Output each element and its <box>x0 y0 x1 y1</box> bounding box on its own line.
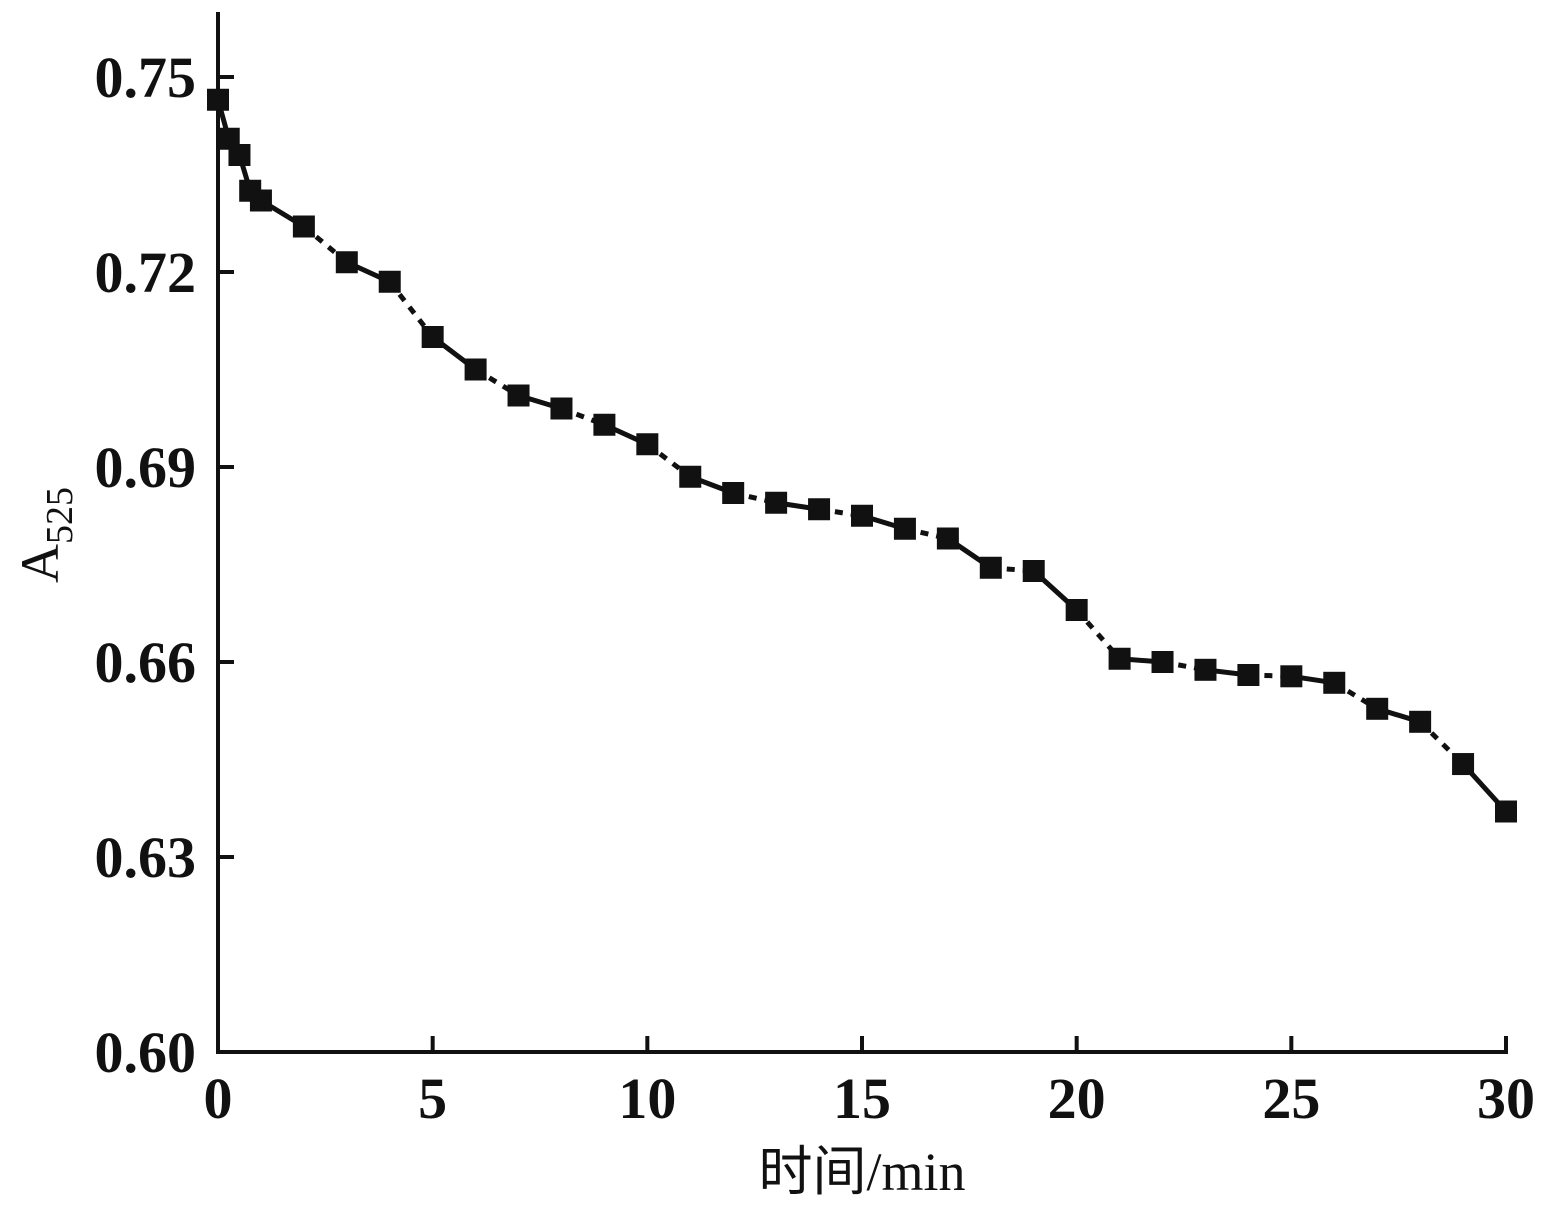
y-tick-label: 0.63 <box>95 825 197 890</box>
data-point <box>636 433 659 456</box>
data-point <box>1022 560 1045 582</box>
data-point <box>1409 710 1432 733</box>
data-point <box>550 397 573 420</box>
data-point <box>228 144 251 166</box>
data-point <box>1194 658 1217 681</box>
y-tick-label: 0.72 <box>95 240 197 305</box>
data-point <box>1237 664 1260 686</box>
y-axis-title: A525 <box>10 487 81 583</box>
data-point <box>464 358 487 381</box>
y-axis-title-main: A <box>10 544 70 583</box>
data-point <box>1280 665 1303 688</box>
y-ticks: 0.60 0.63 0.66 0.69 0.72 0.75 <box>95 45 234 1085</box>
y-tick-label: 0.66 <box>95 630 197 695</box>
data-point <box>1151 651 1174 673</box>
data-point <box>1065 599 1088 621</box>
data-point <box>808 498 831 521</box>
data-point <box>851 504 873 527</box>
x-tick-label: 25 <box>1262 1066 1320 1131</box>
axes <box>216 12 1508 1054</box>
series-line-group <box>215 99 1508 814</box>
x-tick-label: 30 <box>1477 1066 1535 1131</box>
data-point <box>979 556 1002 579</box>
data-point <box>249 189 272 212</box>
x-ticks: 0 5 10 15 20 25 30 <box>204 1036 1535 1131</box>
x-tick-label: 20 <box>1048 1066 1106 1131</box>
data-point <box>1366 697 1389 720</box>
y-axis-title-subscript: 525 <box>39 487 81 544</box>
data-point <box>1323 671 1346 694</box>
data-point <box>1495 800 1517 823</box>
data-point <box>335 251 358 274</box>
x-axis-title: 时间/min <box>758 1142 965 1202</box>
x-tick-label: 0 <box>204 1066 233 1131</box>
data-point <box>722 482 745 504</box>
data-point <box>378 270 401 293</box>
data-point <box>936 527 959 550</box>
x-tick-label: 15 <box>833 1066 891 1131</box>
data-point <box>292 215 315 238</box>
y-tick-label: 0.75 <box>95 45 197 110</box>
x-tick-label: 10 <box>618 1066 676 1131</box>
data-point <box>679 465 702 488</box>
x-tick-label: 5 <box>418 1066 447 1131</box>
data-point <box>507 384 530 407</box>
y-tick-label: 0.69 <box>95 435 197 500</box>
data-point <box>893 517 916 540</box>
data-point <box>1108 647 1131 670</box>
series-segment <box>387 280 435 339</box>
data-point <box>421 326 444 348</box>
data-point <box>207 88 229 111</box>
y-tick-label: 0.60 <box>95 1020 197 1085</box>
data-point <box>1452 753 1475 776</box>
series-points-group <box>207 88 1517 823</box>
data-point <box>593 413 616 436</box>
data-point <box>765 491 788 514</box>
